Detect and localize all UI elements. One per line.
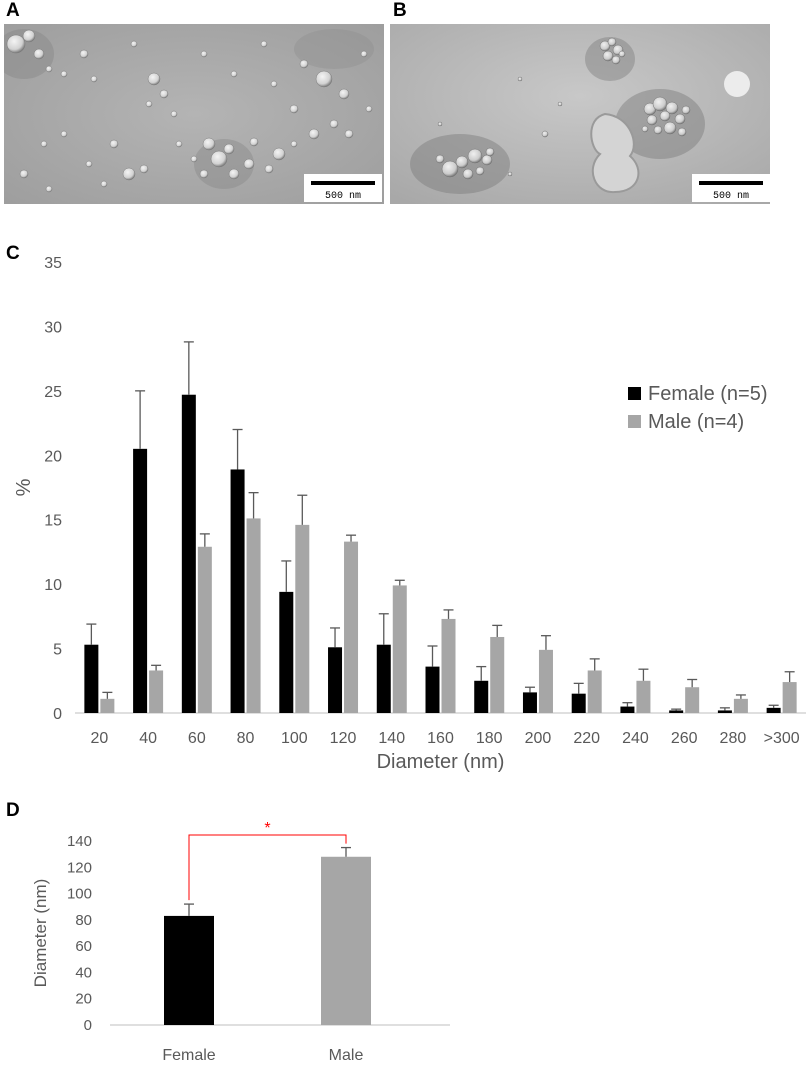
y-tick-label: 40 xyxy=(75,964,92,981)
x-tick-label-female: Female xyxy=(162,1047,215,1064)
female-bar-100 xyxy=(279,591,294,713)
male-bar-260 xyxy=(685,687,700,713)
significance-bracket xyxy=(188,834,347,901)
scale-bar-b-label: 500 nm xyxy=(713,191,749,202)
x-tick-label-male: Male xyxy=(329,1047,364,1064)
x-tick-label: 160 xyxy=(427,730,454,747)
y-tick-label: 25 xyxy=(44,384,62,401)
y-tick-label: 10 xyxy=(44,577,62,594)
female-mean-bar xyxy=(164,915,214,1025)
x-tick-label: 60 xyxy=(188,730,206,747)
female-bar-gt300 xyxy=(766,707,781,713)
x-tick-label: 20 xyxy=(90,730,108,747)
panel-letter-c: C xyxy=(6,243,20,264)
male-bar-40 xyxy=(149,670,164,713)
chart-d: 0 20 40 60 80 100 120 140 * Female Male Diameter (n… xyxy=(31,820,450,1064)
female-bar-120 xyxy=(328,647,343,713)
y-tick-label: 0 xyxy=(53,706,62,723)
x-tick-label: >300 xyxy=(764,730,800,747)
female-bar-40 xyxy=(133,448,148,713)
legend-swatch-male xyxy=(628,415,641,428)
x-tick-label: 220 xyxy=(573,730,600,747)
female-bar-280 xyxy=(717,710,732,713)
male-bar-gt300 xyxy=(782,682,797,713)
scale-bar-b-line xyxy=(699,181,763,185)
scale-bar-a-line xyxy=(311,181,375,185)
legend-label-male: Male (n=4) xyxy=(648,411,744,433)
y-axis-title: % xyxy=(13,478,35,496)
y-tick-label: 140 xyxy=(67,833,92,850)
significance-marker: * xyxy=(264,820,270,837)
chart-c: 0 5 10 15 20 25 30 35 20 40 60 80 100 120 140 160 180 200… xyxy=(13,255,806,773)
male-mean-bar xyxy=(321,856,371,1025)
y-tick-label: 30 xyxy=(44,319,62,336)
y-tick-label: 120 xyxy=(67,859,92,876)
y-axis-title: Diameter (nm) xyxy=(31,879,50,988)
female-bar-240 xyxy=(620,706,635,713)
female-bar-200 xyxy=(522,692,537,713)
x-tick-label: 280 xyxy=(720,730,747,747)
x-tick-label: 180 xyxy=(476,730,503,747)
male-bar-60 xyxy=(197,546,212,713)
female-bar-180 xyxy=(474,680,489,713)
x-tick-label: 80 xyxy=(237,730,255,747)
y-tick-label: 35 xyxy=(44,255,62,272)
male-bar-180 xyxy=(490,636,505,713)
x-tick-label: 140 xyxy=(378,730,405,747)
female-bar-80 xyxy=(230,469,245,713)
male-bar-280 xyxy=(733,698,748,713)
micrograph-a: 500 nm xyxy=(4,24,384,204)
micrograph-b: 500 nm xyxy=(390,24,770,204)
male-bar-240 xyxy=(636,680,651,713)
male-bar-100 xyxy=(295,524,310,713)
y-tick-label: 100 xyxy=(67,886,92,903)
y-tick-label: 80 xyxy=(75,912,92,929)
y-tick-label: 20 xyxy=(75,991,92,1008)
x-tick-label: 100 xyxy=(281,730,308,747)
micrograph-b-image: 500 nm xyxy=(390,24,770,204)
panel-letter-b: B xyxy=(393,0,407,21)
legend-label-female: Female (n=5) xyxy=(648,383,768,405)
y-tick-label: 5 xyxy=(53,642,62,659)
male-bar-160 xyxy=(441,618,456,713)
x-tick-label: 200 xyxy=(525,730,552,747)
x-tick-label: 240 xyxy=(622,730,649,747)
female-bar-140 xyxy=(376,644,391,713)
scale-bar-a-label: 500 nm xyxy=(325,191,361,202)
male-bar-220 xyxy=(587,670,602,713)
y-tick-label: 15 xyxy=(44,513,62,530)
panel-letter-d: D xyxy=(6,800,20,821)
legend-swatch-female xyxy=(628,387,641,400)
female-bar-160 xyxy=(425,666,440,713)
panel-letter-a: A xyxy=(6,0,20,21)
female-bar-260 xyxy=(669,710,684,713)
male-bar-20 xyxy=(100,698,115,713)
y-tick-label: 0 xyxy=(84,1017,92,1034)
female-bar-20 xyxy=(84,644,99,713)
y-tick-label: 60 xyxy=(75,938,92,955)
male-bar-200 xyxy=(538,649,553,713)
x-tick-label: 40 xyxy=(139,730,157,747)
x-axis-title: Diameter (nm) xyxy=(377,751,505,773)
x-tick-label: 120 xyxy=(330,730,357,747)
y-tick-label: 20 xyxy=(44,448,62,465)
female-bar-60 xyxy=(181,394,196,713)
x-tick-label: 260 xyxy=(671,730,698,747)
male-bar-80 xyxy=(246,518,261,713)
micrograph-a-image: 500 nm xyxy=(4,24,384,204)
male-bar-120 xyxy=(344,541,359,713)
female-bar-220 xyxy=(571,693,586,713)
male-bar-140 xyxy=(392,585,407,713)
